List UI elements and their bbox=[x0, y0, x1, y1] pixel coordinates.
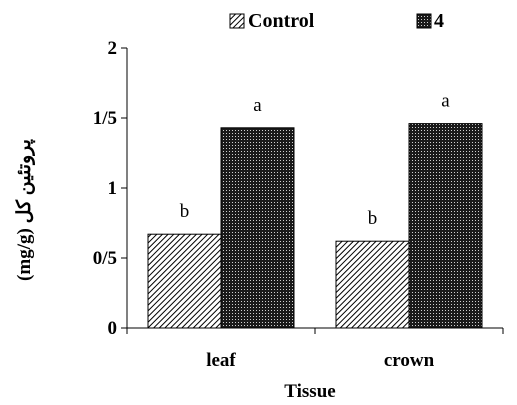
bar-significance-label: a bbox=[253, 95, 262, 116]
y-tick-label: 0 bbox=[108, 318, 118, 339]
legend-label-control: Control bbox=[248, 10, 315, 32]
y-tick-label: 1/5 bbox=[93, 108, 117, 129]
x-axis-title: Tissue bbox=[284, 381, 335, 402]
y-tick-label: 1 bbox=[108, 178, 118, 199]
x-axis-ticks: leaf crown bbox=[126, 328, 504, 371]
bar-significance-label: b bbox=[368, 208, 378, 229]
y-tick-label: 2 bbox=[108, 38, 118, 59]
legend-swatch-control bbox=[229, 13, 245, 29]
bar-significance-label: b bbox=[180, 201, 190, 222]
x-category-label: leaf bbox=[206, 350, 236, 371]
legend: Control 4 bbox=[229, 10, 444, 32]
y-tick-label: 0/5 bbox=[93, 248, 117, 269]
y-axis-ticks: 0 0/5 1 1/5 2 bbox=[93, 38, 127, 339]
bar-crown-0 bbox=[335, 240, 410, 329]
bar-leaf-1 bbox=[220, 127, 295, 329]
bar-labels: b a b a bbox=[180, 91, 451, 230]
legend-label-4: 4 bbox=[434, 10, 444, 32]
legend-swatch-4 bbox=[416, 13, 432, 29]
x-category-label: crown bbox=[384, 350, 435, 371]
y-axis-title: (mg/g) پروتئین کل bbox=[14, 139, 35, 281]
bars bbox=[147, 123, 483, 329]
bar-crown-1 bbox=[408, 123, 483, 329]
bar-significance-label: a bbox=[441, 91, 450, 112]
bar-leaf-0 bbox=[147, 233, 222, 329]
